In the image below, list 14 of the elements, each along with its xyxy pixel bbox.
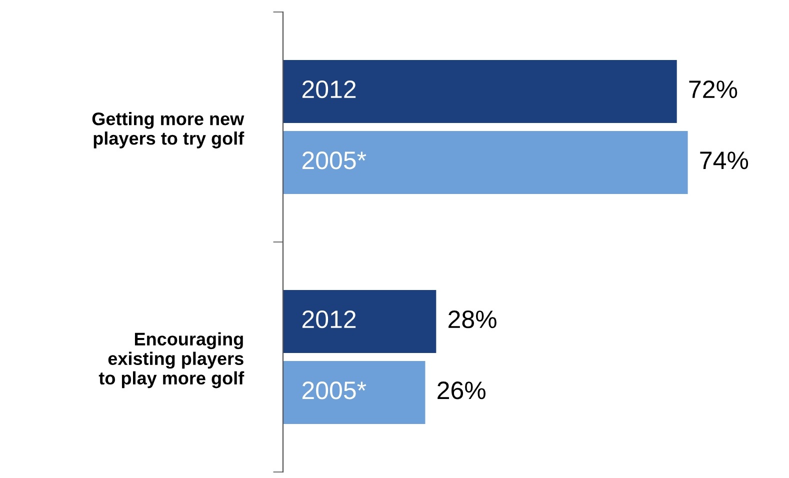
series-label: 2012 — [302, 80, 356, 98]
bar — [283, 131, 688, 194]
y-tick-label: Getting more new players to try golf — [92, 112, 244, 148]
y-tick-label: Encouraging existing players to play more golf — [98, 332, 244, 388]
text: 2012 — [302, 310, 356, 328]
data-label: 74% — [700, 152, 748, 170]
bar — [283, 290, 436, 353]
bar — [283, 361, 426, 424]
text: 2005* — [302, 382, 366, 400]
data-label: 26% — [438, 382, 486, 400]
data-label: 28% — [448, 310, 496, 328]
bar — [283, 60, 677, 123]
series-label: 2005* — [302, 152, 366, 170]
data-label: 72% — [689, 80, 738, 98]
